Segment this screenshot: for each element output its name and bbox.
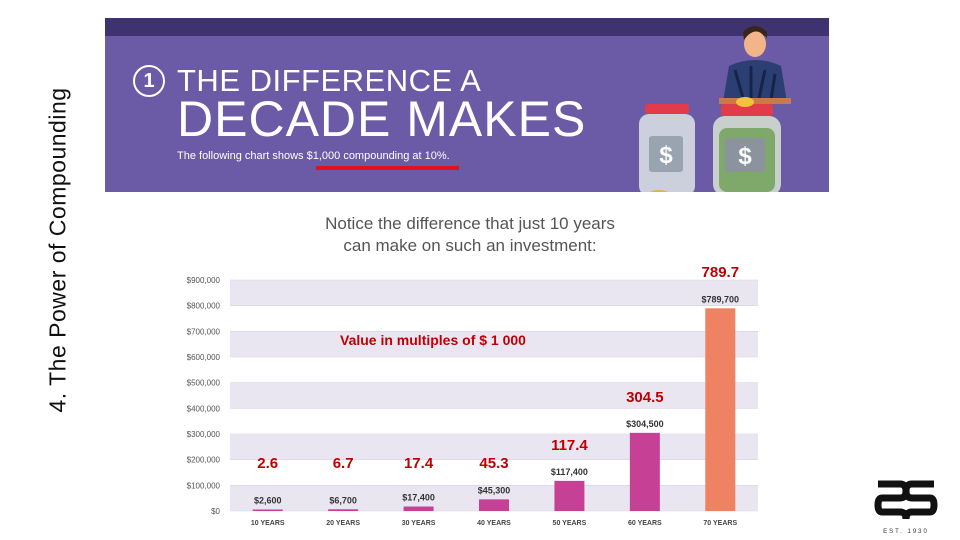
overlay-value-label: 2.6 [257, 455, 279, 472]
grid-band [230, 434, 758, 460]
bar-value-label: $304,500 [626, 419, 664, 429]
x-tick-label: 40 YEARS [477, 520, 511, 527]
person-icon [719, 26, 791, 104]
overlay-value-label: 789.7 [701, 264, 740, 282]
overlay-value-label: 17.4 [403, 455, 434, 472]
y-tick-label: $500,000 [187, 379, 221, 388]
y-tick-label: $800,000 [187, 302, 221, 311]
jars-illustration: $ $ [639, 26, 791, 192]
grid-band [230, 331, 758, 357]
x-tick-label: 50 YEARS [553, 520, 587, 527]
value-multiples-note: Value in multiples of $ 1 000 [340, 332, 526, 348]
jar-dollar-right: $ [738, 143, 752, 170]
y-tick-label: $0 [211, 507, 220, 516]
money-jar-icon: $ [713, 97, 781, 192]
x-tick-label: 10 YEARS [251, 520, 285, 527]
step-number-badge: 1 [133, 65, 165, 97]
banner-top-strip [105, 18, 829, 36]
overlay-value-label: 45.3 [479, 455, 509, 472]
bar-value-label: $45,300 [478, 485, 511, 495]
x-tick-label: 60 YEARS [628, 520, 662, 527]
headline-line-1: THE DIFFERENCE A [177, 63, 482, 98]
bar-30-years [403, 506, 434, 511]
jar-dollar-left: $ [659, 142, 673, 169]
banner-subtitle: The following chart shows $1,000 compoun… [177, 150, 450, 162]
bar-40-years [479, 499, 509, 511]
bar-value-label: $6,700 [329, 495, 357, 505]
bar-10-years [252, 509, 283, 511]
bar-value-label: $789,700 [702, 294, 740, 304]
logo-mark-icon [874, 480, 938, 520]
notice-text: Notice the difference that just 10 years… [275, 213, 665, 257]
slide-vertical-title: 4. The Power of Compounding [44, 87, 71, 413]
bar-value-label: $17,400 [402, 493, 435, 503]
y-tick-label: $400,000 [187, 404, 221, 413]
company-logo: EST. 1930 [874, 480, 938, 535]
y-tick-label: $700,000 [187, 327, 221, 336]
bar-value-label: $2,600 [254, 496, 282, 506]
grid-band [230, 382, 758, 409]
y-tick-label: $300,000 [187, 430, 221, 439]
y-tick-label: $200,000 [187, 456, 221, 465]
bar-20-years [328, 509, 359, 511]
overlay-value-label: 117.4 [551, 436, 588, 454]
overlay-value-label: 304.5 [626, 388, 664, 406]
x-tick-label: 30 YEARS [402, 520, 436, 527]
x-tick-label: 20 YEARS [326, 520, 360, 527]
bar-70-years [705, 308, 736, 511]
highlight-underline [316, 166, 459, 170]
y-tick-label: $600,000 [187, 353, 221, 362]
y-tick-label: $900,000 [187, 276, 221, 285]
bar-50-years [554, 480, 585, 511]
infographic-banner: 1 THE DIFFERENCE A DECADE MAKES The foll… [105, 18, 829, 192]
bar-value-label: $117,400 [551, 467, 588, 477]
compounding-bar-chart: $0 $100,000 $200,000 $300,000 $400,000 $500,0… [187, 276, 758, 527]
empty-jar-icon: $ [639, 104, 695, 192]
headline-line-2: DECADE MAKES [177, 91, 587, 147]
y-tick-label: $100,000 [187, 481, 221, 490]
x-tick-label: 70 YEARS [703, 520, 737, 527]
grid-band [230, 280, 758, 306]
bar-60-years [629, 432, 660, 511]
notice-line-2: can make on such an investment: [343, 236, 597, 255]
logo-tagline: EST. 1930 [883, 529, 929, 535]
notice-line-1: Notice the difference that just 10 years [325, 214, 615, 233]
overlay-value-label: 6.7 [332, 455, 354, 472]
